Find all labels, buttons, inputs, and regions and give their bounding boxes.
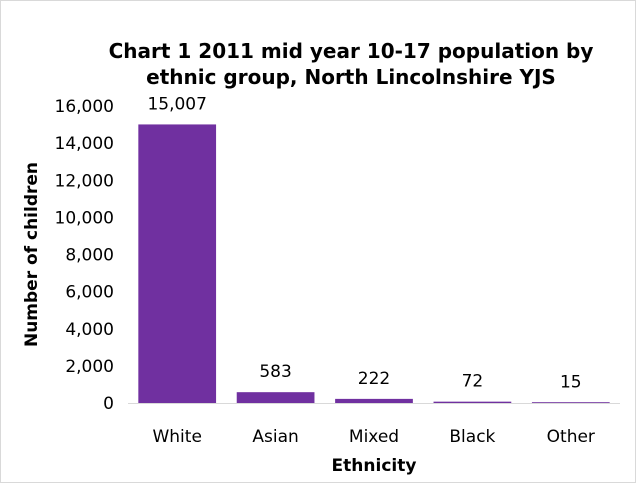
data-labels: 15,007 583 222 72 15 (147, 94, 581, 392)
x-axis-title: Ethnicity (332, 456, 417, 476)
x-tick-label: Mixed (349, 427, 399, 447)
y-tick-label: 4,000 (65, 320, 114, 340)
data-label-white: 15,007 (147, 94, 206, 114)
data-label-black: 72 (462, 372, 484, 392)
x-tick-label: White (152, 427, 201, 447)
bar-other (531, 402, 610, 403)
y-tick-label: 10,000 (55, 208, 114, 228)
x-tick-label: Black (449, 427, 495, 447)
y-tick-label: 12,000 (55, 171, 114, 191)
x-axis-ticks: White Asian Mixed Black Other (152, 427, 594, 447)
y-axis-title: Number of children (22, 162, 42, 347)
data-label-asian: 583 (259, 362, 291, 382)
y-axis-ticks: 0 2,000 4,000 6,000 8,000 10,000 12,000 14,000 1… (55, 97, 114, 414)
y-tick-label: 2,000 (65, 357, 114, 377)
data-label-other: 15 (560, 373, 582, 393)
bar-mixed (335, 398, 413, 403)
y-tick-label: 14,000 (55, 134, 114, 154)
y-tick-label: 0 (103, 394, 114, 414)
data-label-mixed: 222 (358, 369, 390, 389)
y-tick-label: 6,000 (65, 283, 114, 303)
y-tick-label: 8,000 (65, 246, 114, 266)
bar-white (138, 124, 217, 404)
y-tick-label: 16,000 (55, 97, 114, 117)
bar-black (433, 401, 512, 403)
x-tick-label: Other (547, 427, 595, 447)
chart-title-line-2: ethnic group, North Lincolnshire YJS (146, 65, 556, 89)
bars (138, 124, 610, 404)
x-tick-label: Asian (252, 427, 298, 447)
chart-title-line-1: Chart 1 2011 mid year 10-17 population b… (108, 39, 594, 63)
bar-asian (236, 392, 315, 403)
